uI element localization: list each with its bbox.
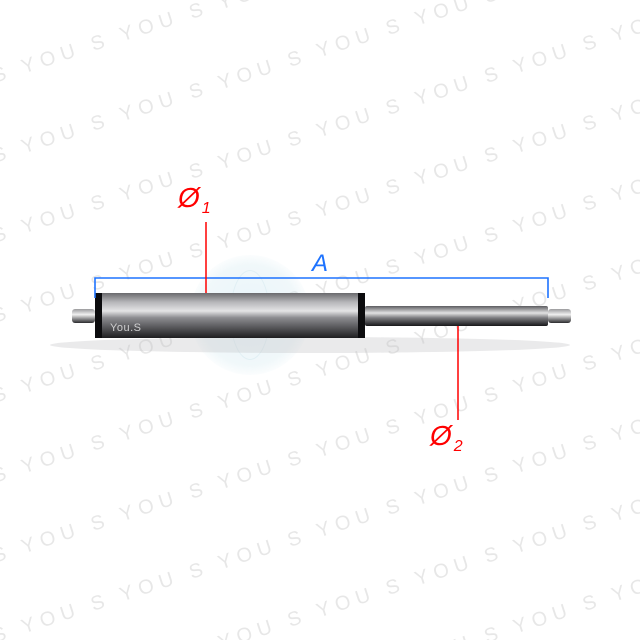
dimension-a-label: A [312, 250, 328, 278]
part-shadow [50, 337, 570, 353]
cylinder-cap-left [95, 293, 102, 338]
dimension-d1-label: Ø1 [178, 182, 211, 214]
diameter-symbol: Ø [430, 420, 452, 451]
diameter-subscript: 2 [454, 438, 463, 455]
gas-spring-diagram [0, 0, 640, 640]
end-fitting-left [72, 309, 95, 323]
dimension-d2-label: Ø2 [430, 420, 463, 452]
part-brand-text: You.S [110, 322, 141, 334]
diameter-symbol: Ø [178, 182, 200, 213]
end-fitting-right [548, 309, 571, 323]
diameter-subscript: 1 [202, 200, 211, 217]
piston-rod [365, 306, 548, 326]
cylinder-cap-right [358, 293, 365, 338]
